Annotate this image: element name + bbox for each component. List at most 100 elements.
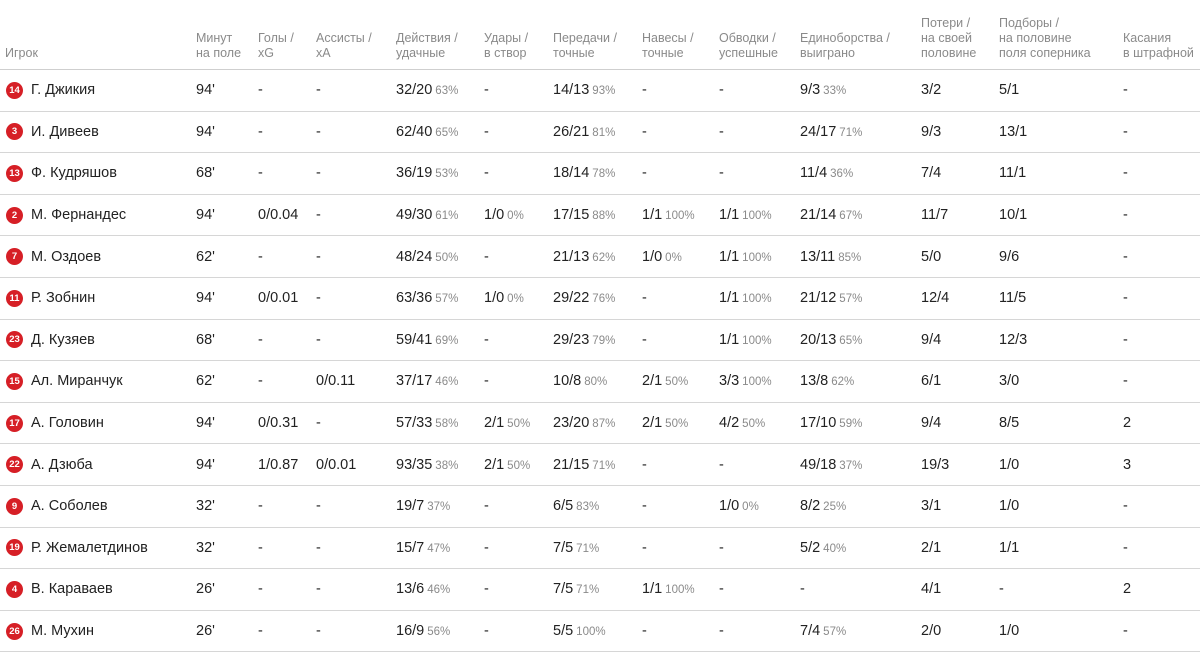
value-crosses: 2/1 [642,373,663,390]
cell-dribbles: 4/2 50% [719,402,800,444]
cell-recoveries: 13/1 [999,111,1123,153]
player-name[interactable]: М. Фернандес [31,207,127,224]
value-recoveries: 1/0 [999,456,1020,473]
header-recoveries-line1: на половине [999,31,1072,45]
value-shots: - [484,581,489,598]
cell-crosses: - [642,277,719,319]
value-losses: 9/3 [921,123,942,140]
percent-crosses: 0% [665,251,682,264]
table-row[interactable]: 9 А. Соболев 32' - -19/7 37% -6/5 83% -1/0 0% 8/2 2… [0,485,1200,528]
cell-dribbles: - [719,527,800,569]
value-crosses: - [642,165,647,182]
player-name[interactable]: Ф. Кудряшов [31,165,117,182]
value-minutes: 94' [196,290,215,307]
cell-recoveries: 1/1 [999,527,1123,569]
cell-duels: 8/2 25% [800,485,921,527]
table-row[interactable]: 7 М. Оздоев 62' - -48/24 50% -21/13 62% 1/0 0% 1/1… [0,236,1200,278]
table-row[interactable]: 19 Р. Жемалетдинов 32' - -15/7 47% -7/5 71% - -5/… [0,527,1200,569]
cell-duels: 21/14 67% [800,194,921,236]
cell-passes: 29/22 76% [553,277,642,319]
cell-passes: 7/5 71% [553,569,642,611]
cell-losses: 12/4 [921,277,999,319]
value-actions: 93/35 [396,456,433,473]
player-name[interactable]: А. Соболев [31,498,108,515]
cell-touches: - [1123,153,1200,195]
player-info: 4 В. Караваев [0,580,196,598]
player-name[interactable]: И. Дивеев [31,123,99,140]
percent-dribbles: 100% [742,251,772,264]
cell-minutes: 62' [196,236,258,278]
cell-goals: - [258,236,316,278]
value-losses: 12/4 [921,290,950,307]
cell-goals: - [258,527,316,569]
player-name[interactable]: Ал. Миранчук [31,373,123,390]
player-name[interactable]: В. Караваев [31,581,113,598]
cell-duels: 7/4 57% [800,610,921,652]
table-row[interactable]: 17 А. Головин 94' 0/0.31-57/33 58% 2/1 50% 23/2… [0,402,1200,444]
player-name[interactable]: М. Мухин [31,623,94,640]
table-row[interactable]: 23 Д. Кузяев 68' - -59/41 69% -29/23 79% -1/1 100… [0,319,1200,361]
table-row[interactable]: 2 М. Фернандес 94' 0/0.04-49/30 61% 1/0 0% 17/1… [0,194,1200,236]
value-assists: - [316,581,321,598]
cell-crosses: - [642,485,719,527]
table-row[interactable]: 15 Ал. Миранчук 62' -0/0.11 37/17 46% -10/8 80%… [0,361,1200,403]
value-duels: 17/10 [800,415,837,432]
cell-touches: - [1123,361,1200,403]
cell-crosses: - [642,153,719,195]
cell-minutes: 32' [196,527,258,569]
value-touches: 2 [1123,581,1132,598]
value-recoveries: 8/5 [999,415,1020,432]
table-row[interactable]: 3 И. Дивеев 94' - -62/40 65% -26/21 81% - -24/17 7… [0,111,1200,153]
percent-passes: 71% [576,542,600,555]
cell-shots: 2/1 50% [484,444,553,486]
player-info: 11 Р. Зобнин [0,289,196,307]
value-touches: - [1123,123,1128,140]
value-crosses: - [642,539,647,556]
cell-losses: 4/1 [921,569,999,611]
table-row[interactable]: 14 Г. Джикия 94' - -32/20 63% -14/13 93% - -9/3 33… [0,70,1200,112]
player-name[interactable]: М. Оздоев [31,248,102,265]
player-name[interactable]: А. Дзюба [31,456,93,473]
value-shots: - [484,248,489,265]
cell-minutes: 68' [196,319,258,361]
value-minutes: 26' [196,623,215,640]
value-shots: 1/0 [484,207,505,224]
table-row[interactable]: 13 Ф. Кудряшов 68' - -36/19 53% -18/14 78% - -11/… [0,153,1200,195]
value-goals: - [258,123,263,140]
value-actions: 36/19 [396,165,433,182]
header-goals-line2: xG [258,46,274,60]
table-row[interactable]: 11 Р. Зобнин 94' 0/0.01-63/36 57% 1/0 0% 29/22 7… [0,277,1200,320]
value-passes: 21/13 [553,248,590,265]
percent-crosses: 100% [665,584,695,597]
percent-crosses: 50% [665,376,689,389]
table-row[interactable]: 22 А. Дзюба 94' 1/0.87 0/0.01 93/35 38% 2/1 50% 2… [0,444,1200,486]
value-passes: 18/14 [553,165,590,182]
cell-minutes: 94' [196,402,258,444]
cell-recoveries: 11/5 [999,277,1123,319]
value-passes: 14/13 [553,82,590,99]
cell-passes: 21/15 71% [553,444,642,486]
cell-actions: 37/17 46% [396,361,484,403]
percent-passes: 83% [576,501,600,514]
value-shots: 2/1 [484,415,505,432]
player-name[interactable]: Д. Кузяев [31,331,95,348]
table-row[interactable]: 4 В. Караваев 26' - -13/6 46% -7/5 71% 1/1 100% - -… [0,569,1200,611]
player-name[interactable]: Р. Зобнин [31,290,96,307]
header-losses-line0: Потери / [921,16,971,30]
value-minutes: 32' [196,498,215,515]
cell-dribbles: 1/1 100% [719,194,800,236]
value-actions: 62/40 [396,123,433,140]
cell-goals: - [258,153,316,195]
cell-shots: - [484,485,553,527]
value-touches: - [1123,82,1128,99]
value-minutes: 94' [196,456,215,473]
value-duels: 20/13 [800,331,837,348]
table-row[interactable]: 26 М. Мухин 26' - -16/9 56% -5/5 100% - -7/4 57% 2/… [0,610,1200,652]
player-name[interactable]: Р. Жемалетдинов [31,539,148,556]
value-touches: - [1123,290,1128,307]
cell-minutes: 94' [196,444,258,486]
cell-actions: 59/41 69% [396,319,484,361]
player-name[interactable]: Г. Джикия [31,82,96,99]
player-name[interactable]: А. Головин [31,415,104,432]
player-info: 3 И. Дивеев [0,123,196,141]
